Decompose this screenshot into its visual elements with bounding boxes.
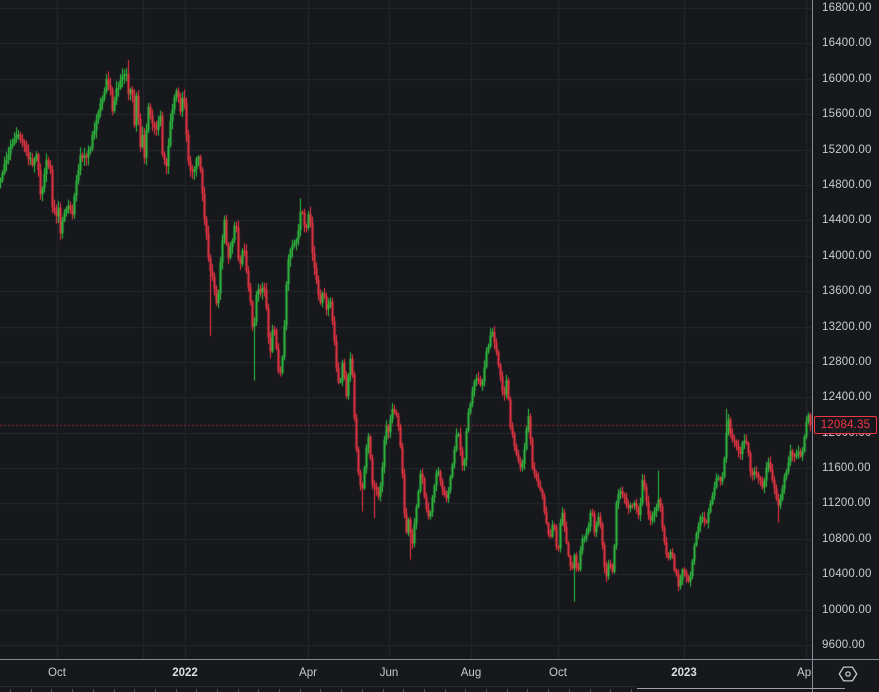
bottom-mini-tick (10, 689, 11, 692)
price-tick-label: 11200.00 (822, 497, 871, 510)
bottom-mini-tick (445, 689, 446, 692)
bottom-mini-tick (320, 689, 321, 692)
price-tick-label: 10000.00 (822, 603, 872, 616)
gear-icon (838, 666, 858, 682)
bottom-mini-tick (217, 689, 218, 692)
time-tick-month-label: Jun (379, 667, 399, 679)
bottom-mini-tick (72, 689, 73, 692)
price-tick-label: 10800.00 (822, 532, 872, 545)
time-tick-month-label: Apr (797, 667, 812, 679)
bottom-mini-tick (155, 689, 156, 692)
price-tick-label: 12400.00 (822, 391, 872, 404)
time-axis[interactable]: Oct 2022 Apr Jun Aug Oct 2023 Apr (0, 660, 812, 686)
price-tick-label: 9600.00 (822, 639, 865, 651)
bottom-mini-tick (279, 689, 280, 692)
pane-divider (0, 686, 637, 687)
time-axis-separator-line (0, 659, 879, 660)
price-tick-label: 16400.00 (822, 37, 872, 50)
bottom-mini-tick (631, 689, 632, 692)
bottom-mini-tick (258, 689, 259, 692)
price-tick-label: 14400.00 (822, 214, 872, 227)
bottom-mini-tick (134, 689, 135, 692)
bottom-mini-tick (31, 689, 32, 692)
bottom-mini-tick (486, 689, 487, 692)
price-tick-label: 16800.00 (822, 2, 872, 14)
pane-separator-highlight[interactable] (637, 688, 845, 689)
bottom-mini-tick (114, 689, 115, 692)
time-tick-month-label: Oct (48, 667, 66, 679)
price-tick-label: 16000.00 (822, 72, 872, 85)
bottom-mini-tick (300, 689, 301, 692)
price-tick-label: 12800.00 (822, 355, 872, 368)
bottom-mini-tick (424, 689, 425, 692)
axis-corner (813, 660, 879, 692)
time-tick-year-label: 2023 (671, 667, 697, 679)
price-tick-label: 13600.00 (822, 285, 872, 298)
time-tick-year-label: 2022 (172, 667, 198, 679)
time-tick-month-label: Oct (549, 667, 567, 679)
price-tick-label: 14000.00 (822, 249, 872, 262)
bottom-mini-tick (341, 689, 342, 692)
bottom-mini-tick (51, 689, 52, 692)
bottom-mini-tick (569, 689, 570, 692)
bottom-mini-tick (548, 689, 549, 692)
price-tick-label: 14800.00 (822, 178, 872, 191)
bottom-mini-tick (176, 689, 177, 692)
bottom-strip (0, 686, 879, 692)
price-tick-label: 13200.00 (822, 320, 872, 333)
candlestick-canvas[interactable] (0, 0, 812, 659)
bottom-mini-tick (610, 689, 611, 692)
price-scale-settings-button[interactable] (835, 662, 861, 686)
price-axis[interactable]: 16800.00 16400.00 16000.00 15600.00 15200.00… (813, 0, 879, 659)
price-tick-label: 15600.00 (822, 108, 872, 121)
time-tick-month-label: Apr (299, 667, 317, 679)
last-price-label: 12084.35 (814, 416, 877, 434)
price-tick-label: 11600.00 (822, 462, 871, 475)
bottom-mini-tick (507, 689, 508, 692)
bottom-mini-tick (590, 689, 591, 692)
bottom-mini-tick (93, 689, 94, 692)
bottom-mini-tick (196, 689, 197, 692)
bottom-mini-tick (238, 689, 239, 692)
time-tick-month-label: Aug (460, 667, 482, 679)
bottom-mini-tick (362, 689, 363, 692)
price-tick-label: 15200.00 (822, 143, 872, 156)
bottom-mini-tick (465, 689, 466, 692)
price-axis-separator-line (812, 0, 813, 692)
bottom-mini-tick (527, 689, 528, 692)
bottom-mini-tick (383, 689, 384, 692)
price-tick-label: 10400.00 (822, 568, 872, 581)
bottom-mini-tick (403, 689, 404, 692)
